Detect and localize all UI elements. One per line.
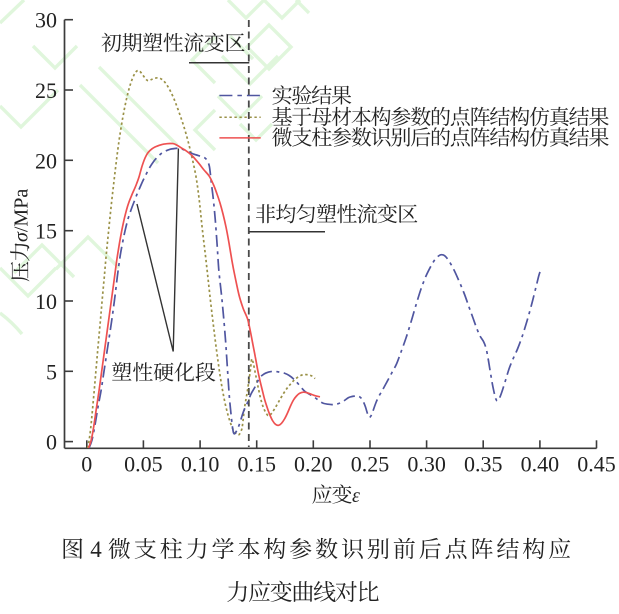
svg-text:0.10: 0.10	[181, 451, 220, 476]
svg-text:25: 25	[35, 78, 57, 103]
svg-text:σ/MPa: σ/MPa	[11, 189, 33, 242]
svg-text:0.40: 0.40	[521, 451, 560, 476]
svg-text:30: 30	[35, 8, 57, 33]
svg-text:0.45: 0.45	[577, 451, 616, 476]
svg-text:0.25: 0.25	[351, 451, 390, 476]
svg-text:0: 0	[81, 451, 92, 476]
svg-text:ε: ε	[352, 485, 360, 507]
svg-text:0.20: 0.20	[294, 451, 333, 476]
svg-text:4: 4	[90, 537, 102, 562]
svg-text:15: 15	[35, 219, 57, 244]
svg-text:10: 10	[35, 289, 57, 314]
svg-text:5: 5	[46, 359, 57, 384]
svg-text:0: 0	[46, 430, 57, 455]
svg-text:20: 20	[35, 148, 57, 173]
svg-text:0.30: 0.30	[407, 451, 446, 476]
svg-text:0.35: 0.35	[464, 451, 503, 476]
svg-text:0.15: 0.15	[237, 451, 276, 476]
svg-text:0.05: 0.05	[124, 451, 163, 476]
